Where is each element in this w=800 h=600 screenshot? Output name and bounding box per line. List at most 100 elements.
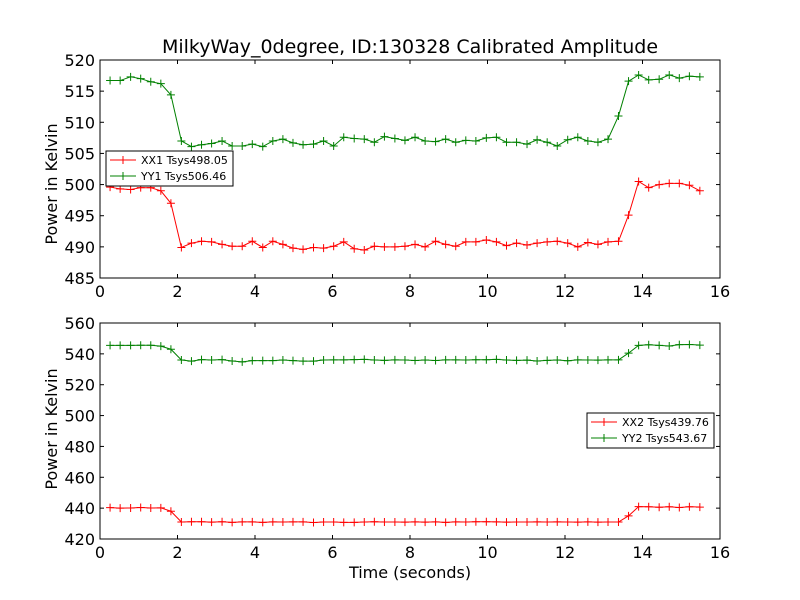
data-point (695, 341, 704, 350)
data-point (593, 138, 602, 147)
data-point (319, 518, 328, 527)
data-point (309, 243, 318, 252)
data-point (126, 503, 135, 512)
data-point (238, 357, 247, 366)
data-point (411, 517, 420, 526)
x-tick-label: 12 (555, 282, 575, 301)
data-point (166, 345, 175, 354)
series-1 (106, 177, 704, 254)
data-point (278, 518, 287, 527)
data-point (593, 240, 602, 249)
data-point (533, 517, 542, 526)
data-point (400, 356, 409, 365)
data-point (523, 240, 532, 249)
bottom-ylabel: Power in Kelvin (42, 368, 61, 489)
data-point (116, 76, 125, 85)
data-point (471, 517, 480, 526)
data-point (543, 138, 552, 147)
x-tick-label: 6 (327, 282, 337, 301)
y-tick-label: 510 (64, 113, 95, 132)
data-point (166, 199, 175, 208)
data-point (400, 242, 409, 251)
data-point (187, 517, 196, 526)
data-point (583, 517, 592, 526)
data-point (350, 134, 359, 143)
data-point (583, 136, 592, 145)
data-point (583, 356, 592, 365)
data-point (441, 135, 450, 144)
data-point (573, 518, 582, 527)
data-point (675, 503, 684, 512)
data-point (563, 135, 572, 144)
data-point (248, 517, 257, 526)
data-point (533, 135, 542, 144)
data-point (299, 357, 308, 366)
x-tick-label: 14 (632, 282, 652, 301)
data-point (675, 179, 684, 188)
data-point (177, 243, 186, 252)
data-point (492, 133, 501, 142)
data-point (309, 140, 318, 149)
legend-box (105, 150, 234, 187)
data-point (634, 70, 643, 79)
data-point (360, 245, 369, 254)
data-point (675, 74, 684, 83)
data-point (685, 181, 694, 190)
y-tick-label: 480 (64, 437, 95, 456)
data-point (197, 355, 206, 364)
data-point (136, 341, 145, 350)
data-point (604, 355, 613, 364)
data-point (197, 140, 206, 149)
data-point (360, 518, 369, 527)
x-tick-label: 10 (477, 543, 497, 562)
data-point (553, 517, 562, 526)
data-point (390, 355, 399, 364)
data-point (156, 79, 165, 88)
data-point (644, 502, 653, 511)
data-point (177, 518, 186, 527)
x-tick-label: 12 (555, 543, 575, 562)
data-point (207, 139, 216, 148)
data-point (350, 518, 359, 527)
data-point (238, 517, 247, 526)
data-point (675, 340, 684, 349)
data-point (553, 237, 562, 246)
data-point (573, 133, 582, 142)
legend-label: XX2 Tsys439.76 (622, 416, 709, 429)
data-point (644, 340, 653, 349)
data-point (207, 237, 216, 246)
legend-entry: XX1 Tsys498.05 (110, 154, 228, 167)
data-point (106, 341, 115, 350)
data-point (156, 186, 165, 195)
data-point (502, 241, 511, 250)
data-point (441, 240, 450, 249)
legend-box (586, 412, 715, 449)
data-point (451, 242, 460, 251)
series-2 (106, 70, 704, 151)
data-point (451, 138, 460, 147)
data-point (471, 237, 480, 246)
data-point (146, 77, 155, 86)
data-point (156, 503, 165, 512)
legend-marker (600, 434, 608, 442)
data-point (421, 356, 430, 365)
x-tick-label: 2 (172, 282, 182, 301)
data-point (228, 141, 237, 150)
data-point (563, 239, 572, 248)
y-tick-label: 505 (64, 144, 95, 163)
data-point (492, 517, 501, 526)
x-tick-label: 16 (710, 282, 730, 301)
data-point (411, 356, 420, 365)
legend-entry: XX2 Tsys439.76 (591, 416, 709, 429)
x-tick-label: 0 (95, 282, 105, 301)
data-point (421, 136, 430, 145)
legend: XX2 Tsys439.76 YY2 Tsys543.67 (586, 412, 715, 449)
data-point (319, 244, 328, 253)
data-point (451, 517, 460, 526)
y-tick-label: 460 (64, 468, 95, 487)
y-tick-label: 420 (64, 530, 95, 549)
legend-marker (600, 418, 608, 426)
series-line (109, 180, 701, 251)
data-point (614, 355, 623, 364)
